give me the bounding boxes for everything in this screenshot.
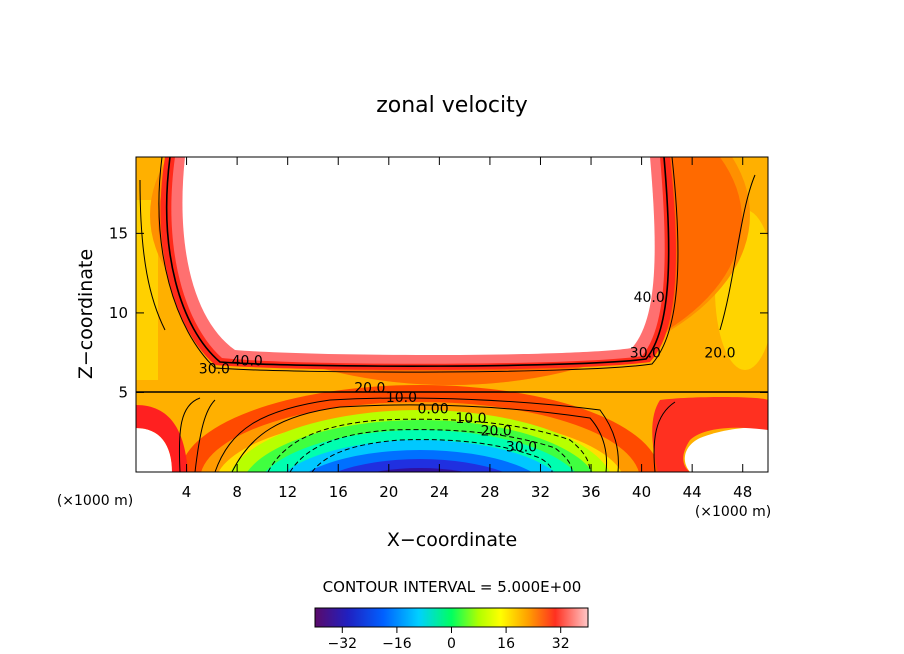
chart-title: zonal velocity bbox=[376, 93, 528, 118]
x-tick-label: 40 bbox=[632, 483, 651, 501]
contour-label: 40.0 bbox=[232, 354, 263, 370]
y-tick-label: 10 bbox=[109, 304, 128, 322]
x-tick-label: 8 bbox=[232, 483, 242, 501]
colorbar-tick-label: 0 bbox=[447, 636, 456, 652]
contour-label: 0.00 bbox=[417, 401, 448, 417]
contour-label: 30.0 bbox=[506, 440, 537, 456]
y-axis: 5 10 15 bbox=[109, 224, 768, 401]
colorbar bbox=[314, 607, 589, 628]
colorbar-tick-label: −16 bbox=[382, 636, 412, 652]
x-tick-label: 20 bbox=[379, 483, 398, 501]
x-tick-label: 12 bbox=[278, 483, 297, 501]
y-tick-label: 5 bbox=[118, 383, 128, 401]
x-tick-label: 44 bbox=[683, 483, 702, 501]
x-tick-label: 24 bbox=[430, 483, 449, 501]
contour-label: 30.0 bbox=[199, 362, 230, 378]
x-tick-label: 36 bbox=[581, 483, 600, 501]
colorbar-ticks: −32 −16 0 16 32 bbox=[328, 627, 570, 652]
contour-label: 20.0 bbox=[481, 424, 512, 440]
colorbar-tick-label: −32 bbox=[328, 636, 358, 652]
x-axis-unit: (×1000 m) bbox=[695, 504, 771, 520]
colorbar-tick-label: 16 bbox=[497, 636, 515, 652]
x-tick-label: 4 bbox=[182, 483, 192, 501]
y-axis-unit: (×1000 m) bbox=[57, 493, 133, 509]
contour-interval-text: CONTOUR INTERVAL = 5.000E+00 bbox=[323, 578, 582, 596]
contour-label: 40.0 bbox=[634, 290, 665, 306]
contour-label: 30.0 bbox=[630, 346, 661, 362]
y-tick-label: 15 bbox=[109, 224, 128, 242]
velocity-field bbox=[136, 157, 768, 472]
x-tick-label: 28 bbox=[480, 483, 499, 501]
colorbar-tick-label: 32 bbox=[552, 636, 570, 652]
contour-label: 20.0 bbox=[354, 381, 385, 397]
contour-label: 10.0 bbox=[386, 390, 417, 406]
plot-frame bbox=[135, 156, 769, 473]
x-axis-label: X−coordinate bbox=[387, 529, 517, 551]
contour-label: 10.0 bbox=[455, 411, 486, 427]
y-axis-label: Z−coordinate bbox=[75, 249, 97, 379]
contour-labels: 40.030.020.010.00.0010.020.030.040.030.0… bbox=[199, 290, 736, 456]
x-axis: 4 8 12 16 20 24 28 32 36 40 44 48 bbox=[182, 157, 752, 501]
x-tick-label: 16 bbox=[329, 483, 348, 501]
x-tick-label: 48 bbox=[733, 483, 752, 501]
x-tick-label: 32 bbox=[531, 483, 550, 501]
contour-label: 20.0 bbox=[704, 346, 735, 362]
